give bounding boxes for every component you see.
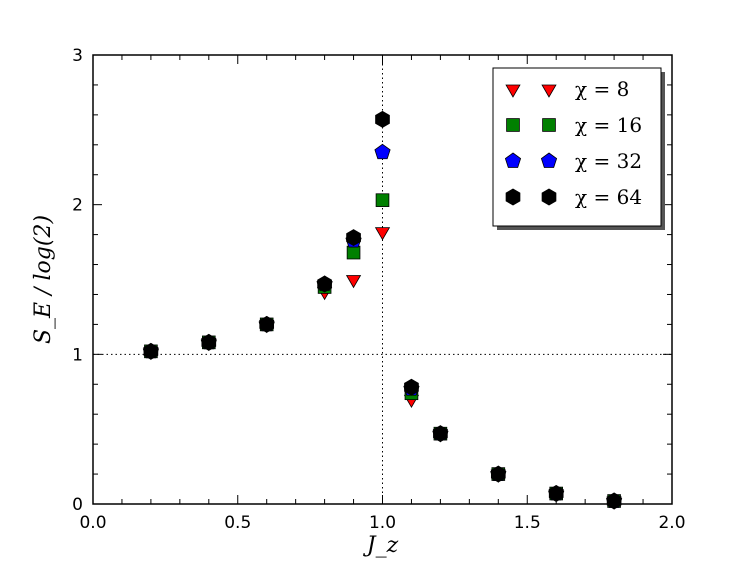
data-point <box>317 275 332 293</box>
data-point <box>404 378 419 396</box>
tick-labels: 0.0 0.5 1.0 1.5 2.0 0 1 2 3 <box>72 46 685 533</box>
data-point <box>201 333 217 351</box>
legend-label: χ = 64 <box>575 185 642 209</box>
legend-marker <box>505 188 521 206</box>
legend-marker <box>506 118 520 132</box>
data-point <box>346 245 361 260</box>
data-point <box>346 229 361 247</box>
data-point <box>374 143 391 160</box>
legend-marker <box>541 84 557 98</box>
reference-lines <box>93 55 672 504</box>
data-point <box>490 465 506 483</box>
data-point <box>375 110 390 128</box>
data-point <box>375 193 390 207</box>
x-tick-label: 1.0 <box>369 513 396 533</box>
legend-marker <box>542 118 556 132</box>
x-tick-label: 0.0 <box>79 513 106 533</box>
legend-label: χ = 8 <box>575 77 629 101</box>
data-point <box>259 315 275 333</box>
x-tick-label: 0.5 <box>224 513 251 533</box>
legend-marker <box>505 84 521 98</box>
legend-marker <box>540 152 558 168</box>
legend-marker <box>504 152 522 168</box>
y-axis-label: S_E / log(2) <box>31 215 56 344</box>
y-tick-label: 1 <box>72 345 83 365</box>
data-point <box>345 275 362 289</box>
axis-labels: J_z S_E / log(2) <box>31 215 399 558</box>
data-point <box>433 425 448 443</box>
x-tick-label: 2.0 <box>658 513 685 533</box>
legend-marker <box>541 188 557 206</box>
plot-frame <box>92 54 673 505</box>
data-point <box>548 485 564 502</box>
data-point <box>374 227 391 241</box>
legend-label: χ = 16 <box>575 113 642 137</box>
legend-box <box>492 67 662 227</box>
data-point <box>143 342 159 360</box>
y-tick-label: 2 <box>72 196 83 216</box>
data-point <box>606 492 622 510</box>
x-axis-label: J_z <box>363 533 399 558</box>
legend-label: χ = 32 <box>575 149 642 173</box>
x-tick-label: 1.5 <box>514 513 541 533</box>
series-3 <box>143 110 622 510</box>
y-tick-label: 3 <box>72 46 83 66</box>
legend: χ = 8 χ = 16 χ = 32 χ = 64 <box>492 67 665 230</box>
y-tick-label: 0 <box>72 495 83 515</box>
series-0 <box>143 227 622 510</box>
